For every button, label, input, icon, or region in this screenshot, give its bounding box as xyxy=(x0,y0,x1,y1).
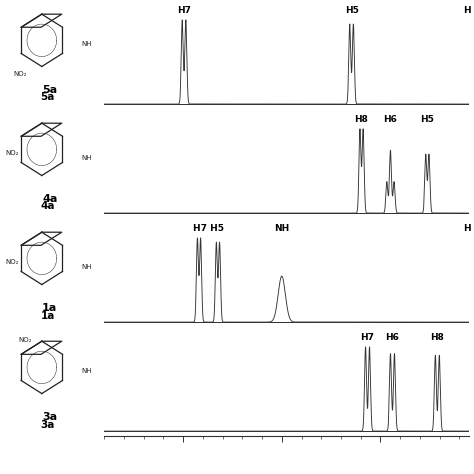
Text: 4a: 4a xyxy=(42,194,57,204)
Text: H8: H8 xyxy=(355,115,368,124)
Text: H7: H7 xyxy=(177,6,191,15)
Text: H6: H6 xyxy=(385,333,400,342)
Text: NH: NH xyxy=(82,41,92,46)
Text: H5: H5 xyxy=(345,6,358,15)
Text: H7: H7 xyxy=(361,333,374,342)
Text: 4a: 4a xyxy=(41,201,55,211)
Text: NH: NH xyxy=(82,368,92,374)
Text: 3a: 3a xyxy=(42,412,57,422)
Text: 1a: 1a xyxy=(42,303,57,313)
Text: 3a: 3a xyxy=(41,419,55,429)
Text: H7 H5: H7 H5 xyxy=(193,224,224,233)
Text: H6: H6 xyxy=(383,115,397,124)
Text: NH: NH xyxy=(82,155,92,161)
Text: NH: NH xyxy=(274,224,290,233)
Text: NO₂: NO₂ xyxy=(18,337,32,343)
Text: H8: H8 xyxy=(430,333,444,342)
Text: 5a: 5a xyxy=(41,92,55,102)
Text: NO₂: NO₂ xyxy=(13,71,27,77)
Text: NO₂: NO₂ xyxy=(5,259,18,264)
Text: 1a: 1a xyxy=(41,310,55,320)
Text: H5: H5 xyxy=(420,115,434,124)
Text: H: H xyxy=(463,224,471,233)
Text: H: H xyxy=(463,6,471,15)
Text: 5a: 5a xyxy=(42,85,57,95)
Text: NO₂: NO₂ xyxy=(5,150,18,155)
Text: NH: NH xyxy=(82,264,92,270)
